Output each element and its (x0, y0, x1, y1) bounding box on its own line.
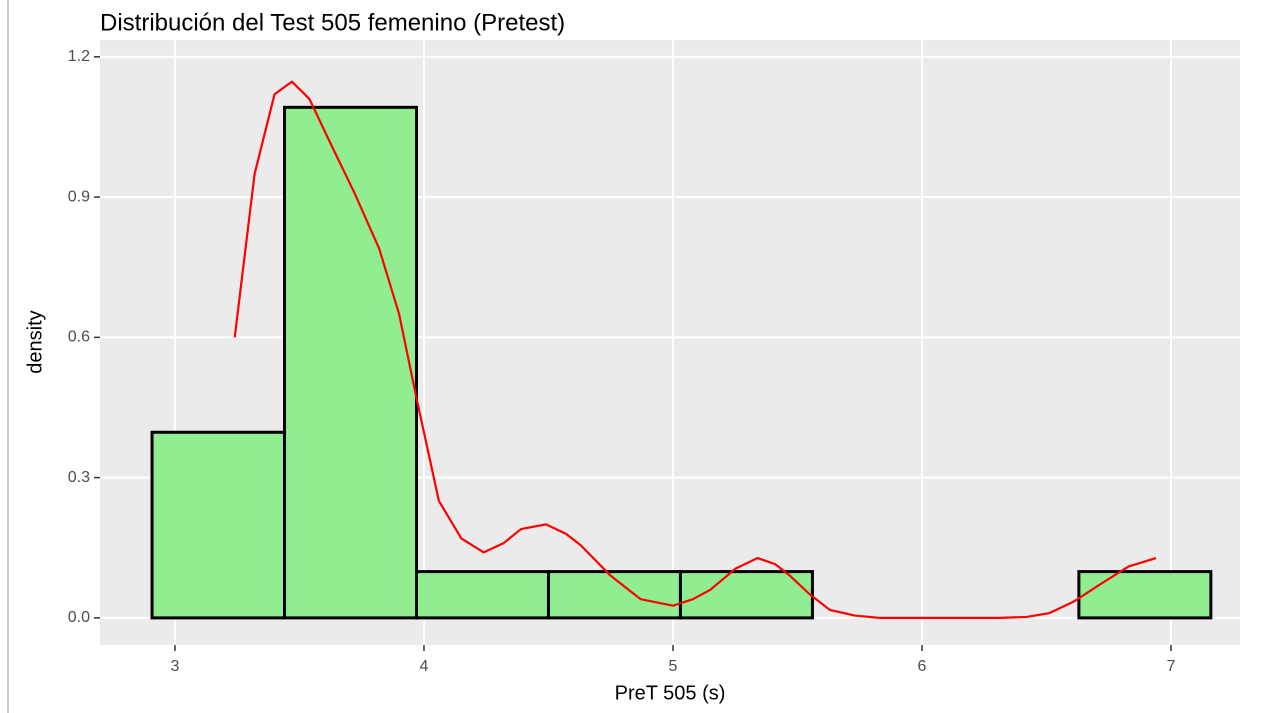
density-curve (233, 80, 1157, 619)
histogram-bar (1077, 570, 1213, 620)
x-tick-label: 6 (918, 658, 927, 675)
y-tick-label: 1.2 (68, 48, 90, 65)
y-tick-label: 0.3 (68, 469, 90, 486)
x-axis-label: PreT 505 (s) (615, 682, 726, 704)
y-tick-label: 0.9 (68, 188, 90, 205)
y-tick-label: 0.0 (68, 609, 90, 626)
y-axis-label: density (24, 310, 46, 373)
x-tick-label: 4 (420, 658, 429, 675)
histogram-bar (150, 430, 287, 620)
x-tick-label: 5 (669, 658, 678, 675)
chart-title: Distribución del Test 505 femenino (Pret… (100, 9, 565, 36)
x-tick-label: 3 (171, 658, 180, 675)
y-tick-label: 0.6 (68, 329, 90, 346)
x-tick-label: 7 (1167, 658, 1176, 675)
histogram-bar (415, 570, 550, 620)
histogram-bar (283, 105, 419, 620)
